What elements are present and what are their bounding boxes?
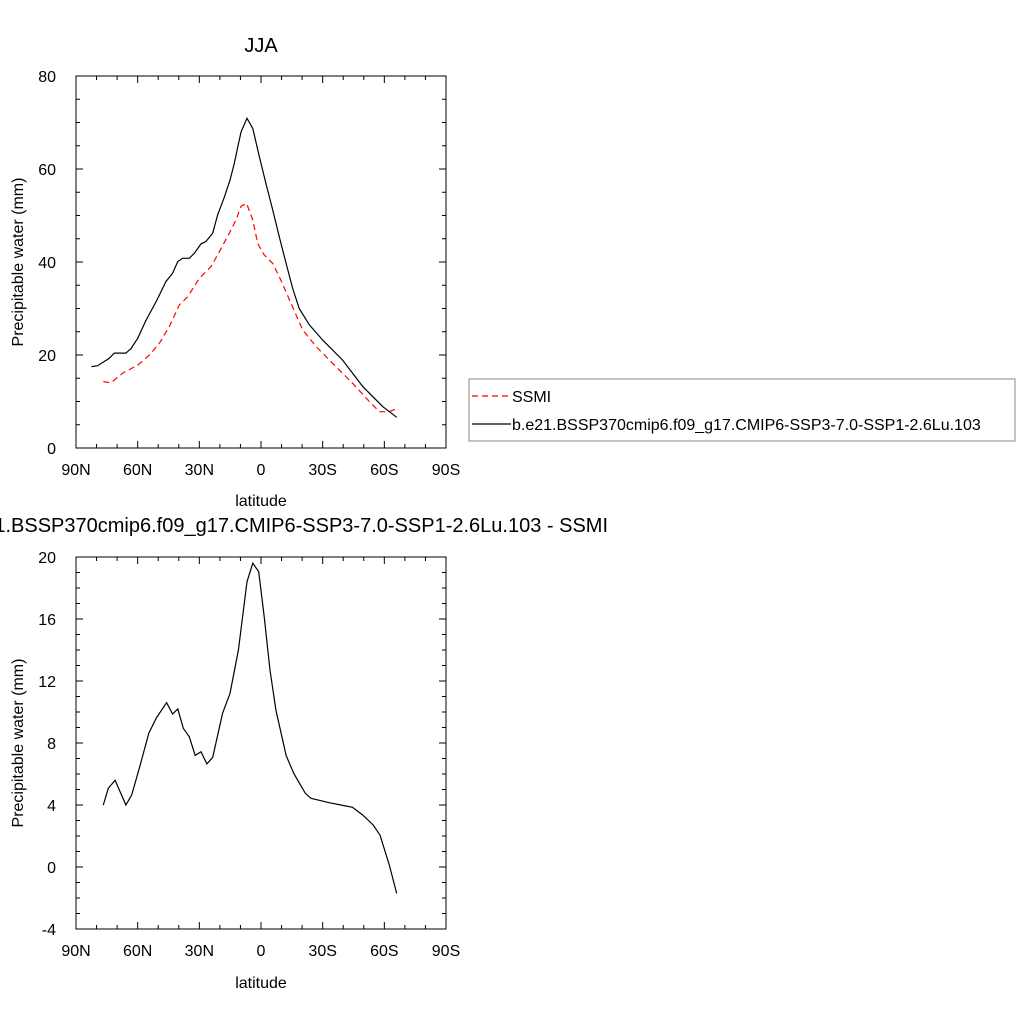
top-y-axis-label: Precipitable water (mm) [10,178,27,347]
top-plot-frame [75,75,447,449]
bottom-chart-title: b.e21.BSSP370cmip6.f09_g17.CMIP6-SSP3-7.… [0,515,608,537]
legend-box [468,378,1016,442]
top-y-tick-label: 60 [38,162,56,179]
bottom-y-axis-label: Precipitable water (mm) [10,659,27,828]
top-y-tick-label: 80 [38,69,56,86]
bottom-y-tick-label: 0 [47,860,56,877]
bottom-x-tick-label: 90S [432,943,460,960]
bottom-x-tick-label: 30N [185,943,214,960]
bottom-x-tick-label: 60N [123,943,152,960]
top-series-line-1 [91,116,398,418]
bottom-series-line-0 [102,561,398,894]
top-x-tick-label: 30S [308,462,336,479]
top-x-tick-label: 90N [61,462,90,479]
bottom-y-tick-label: -4 [42,922,56,939]
bottom-x-tick-label: 30S [308,943,336,960]
bottom-x-tick-label: 90N [61,943,90,960]
top-x-tick-label: 90S [432,462,460,479]
top-x-tick-label: 60S [370,462,398,479]
top-x-tick-label: 0 [257,462,266,479]
top-y-tick-label: 0 [47,441,56,458]
bottom-x-tick-label: 0 [257,943,266,960]
bottom-x-tick-label: 60S [370,943,398,960]
top-x-tick-label: 60N [123,462,152,479]
bottom-y-tick-label: 8 [47,736,56,753]
top-x-axis-label: latitude [235,493,287,510]
top-y-tick-label: 20 [38,348,56,365]
top-y-tick-label: 40 [38,255,56,272]
legend-label-model: b.e21.BSSP370cmip6.f09_g17.CMIP6-SSP3-7.… [512,417,981,434]
top-series-line-0 [103,202,397,413]
legend-label-ssmi: SSMI [512,389,551,406]
top-chart-title: JJA [244,35,278,57]
bottom-plot-frame [75,556,447,930]
bottom-x-axis-label: latitude [235,975,287,992]
legend: SSMI b.e21.BSSP370cmip6.f09_g17.CMIP6-SS… [468,378,1016,442]
bottom-y-tick-label: 20 [38,550,56,567]
bottom-y-tick-label: 4 [47,798,56,815]
bottom-y-tick-label: 12 [38,674,56,691]
bottom-y-tick-label: 16 [38,612,56,629]
top-x-tick-label: 30N [185,462,214,479]
